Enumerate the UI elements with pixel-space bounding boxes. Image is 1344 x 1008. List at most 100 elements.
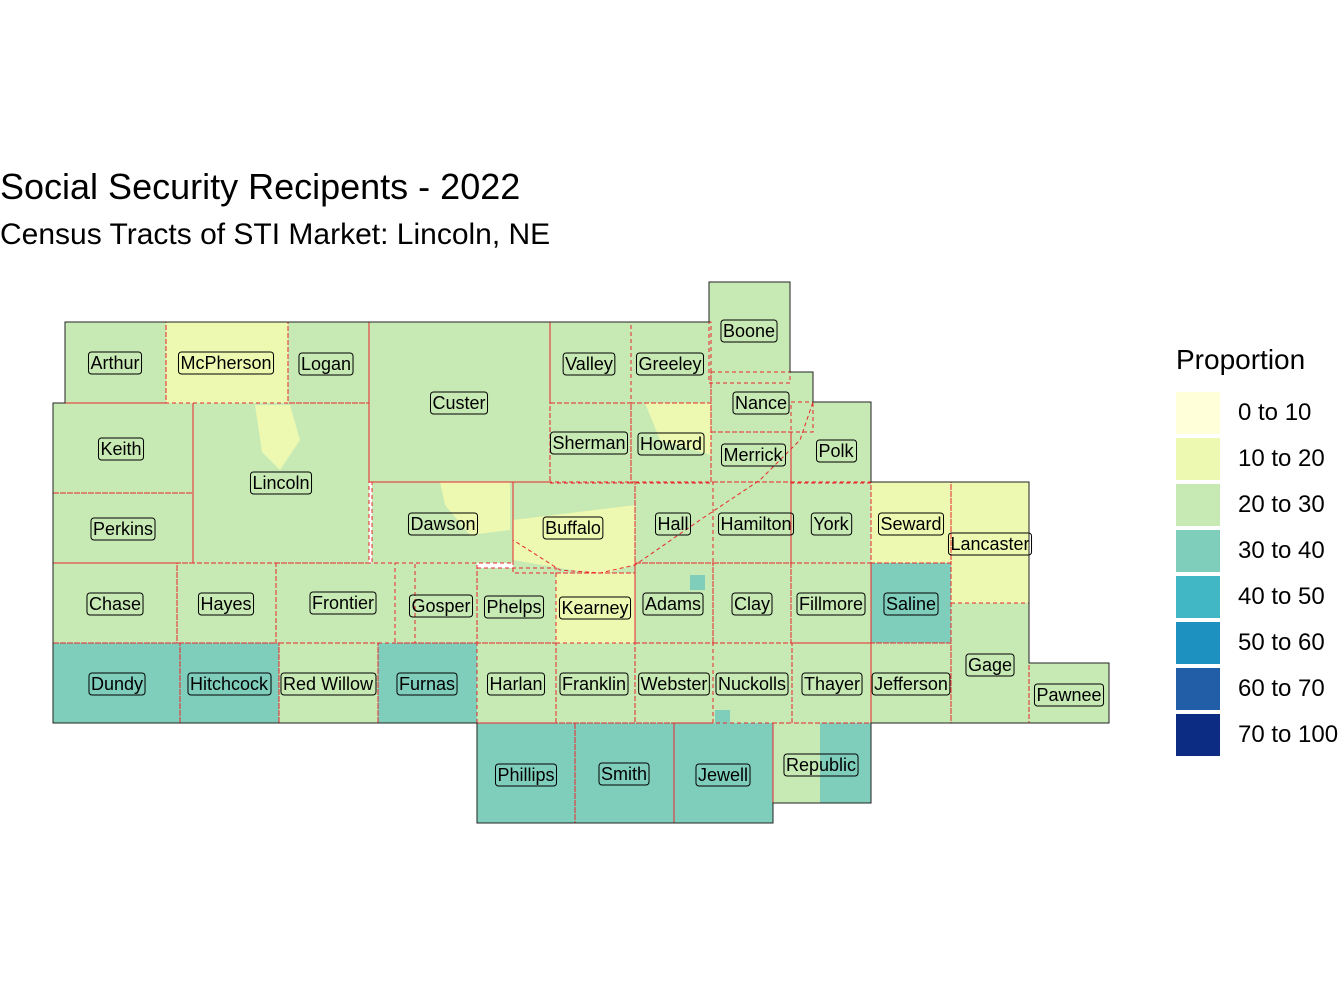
county-greeley	[631, 322, 711, 403]
county-label-box	[598, 762, 650, 786]
county-label-text: Nance	[735, 393, 787, 413]
county-boone	[709, 282, 790, 383]
county-label-box	[486, 672, 546, 696]
county-label: Hayes	[197, 592, 255, 616]
county-label-box	[549, 431, 629, 455]
county-label-text: Red Willow	[283, 674, 374, 694]
map-title: Social Security Recipents - 2022	[0, 166, 521, 207]
county-label: Phelps	[483, 595, 545, 619]
county-label: York	[810, 512, 853, 536]
county-label: Phillips	[494, 763, 558, 787]
county-label-text: Frontier	[312, 593, 374, 613]
county-label: Boone	[720, 319, 778, 343]
county-label: Thayer	[801, 672, 863, 696]
county-label: Howard	[637, 432, 705, 456]
county-label-text: Howard	[640, 434, 702, 454]
county-label: Chase	[86, 592, 144, 616]
county-label: Frontier	[309, 591, 377, 615]
county-gage	[951, 603, 1029, 723]
county-label-box	[654, 512, 692, 536]
county-fillmore	[791, 563, 871, 643]
county-nuckolls	[713, 643, 792, 723]
county-label-text: Clay	[734, 594, 770, 614]
county-label-box	[635, 352, 705, 376]
county-label: Custer	[429, 391, 489, 415]
legend-item: 0 to 10	[1176, 390, 1344, 436]
county-label-box	[197, 592, 255, 616]
county-sherman	[550, 403, 631, 483]
county-label: Polk	[815, 439, 858, 463]
county-jewell	[674, 723, 773, 823]
county-perkins	[53, 493, 193, 563]
county-label: Harlan	[486, 672, 546, 696]
county-label-text: Perkins	[93, 519, 153, 539]
county-label: Smith	[598, 762, 650, 786]
legend-item: 70 to 100	[1176, 712, 1344, 758]
county-boundary	[555, 572, 636, 644]
legend-item: 50 to 60	[1176, 620, 1344, 666]
county-label-text: Nuckolls	[718, 674, 786, 694]
county-label-text: Chase	[89, 594, 141, 614]
county-label: Saline	[883, 592, 939, 616]
county-label: Gage	[965, 653, 1015, 677]
county-label-text: Jewell	[698, 765, 748, 785]
county-label: Buffalo	[542, 516, 604, 540]
county-label: Valley	[562, 352, 616, 376]
county-label-box	[309, 591, 377, 615]
county-clay	[713, 563, 791, 643]
county-polk	[791, 402, 871, 483]
legend-swatch	[1176, 392, 1220, 434]
legend-label: 70 to 100	[1238, 721, 1339, 748]
county-label: Sherman	[549, 431, 629, 455]
legend-label: 60 to 70	[1238, 675, 1325, 702]
county-label-box	[965, 653, 1015, 677]
county-boundary	[630, 321, 712, 404]
county-label: Hamilton	[717, 512, 795, 536]
legend-swatch	[1176, 622, 1220, 664]
county-logan	[288, 322, 369, 403]
county-label-text: Greeley	[638, 354, 701, 374]
county-label: Franklin	[559, 672, 629, 696]
county-boundary	[192, 402, 370, 564]
county-label-box	[559, 672, 629, 696]
county-label-box	[542, 516, 604, 540]
county-label-text: Webster	[641, 674, 708, 694]
county-label: Dawson	[407, 512, 479, 536]
county-label: McPherson	[177, 351, 275, 375]
county-label-box	[177, 351, 275, 375]
county-label-box	[642, 592, 704, 616]
county-label: Clay	[731, 592, 773, 616]
county-label: Nance	[732, 391, 790, 415]
legend-item: 60 to 70	[1176, 666, 1344, 712]
tract-patch	[951, 483, 1029, 603]
market-outline	[52, 281, 1110, 824]
legend-label: 40 to 50	[1238, 583, 1325, 610]
county-label-box	[731, 592, 773, 616]
county-label-box	[815, 439, 858, 463]
county-label-text: McPherson	[180, 353, 271, 373]
county-label-box	[562, 352, 616, 376]
tract-patch	[715, 710, 730, 723]
county-webster	[635, 643, 713, 723]
county-boundary	[476, 642, 557, 724]
county-label-text: Buffalo	[545, 518, 601, 538]
county-label-box	[717, 512, 795, 536]
county-label-text: Pawnee	[1036, 685, 1101, 705]
legend-rows: 0 to 10 10 to 20 20 to 30 30 to 40 40 to 50 5…	[1176, 390, 1344, 758]
county-label-text: Arthur	[90, 353, 139, 373]
tract-patch	[440, 482, 510, 535]
county-label-box	[90, 517, 156, 541]
county-boundary	[278, 642, 379, 724]
county-label-text: Hamilton	[720, 514, 791, 534]
county-seward	[871, 482, 951, 563]
county-label-text: Gage	[968, 655, 1012, 675]
county-label-box	[810, 512, 853, 536]
county-label-text: Keith	[100, 439, 141, 459]
county-label-text: Jefferson	[874, 674, 948, 694]
county-frontier	[276, 563, 415, 643]
county-label-text: Dawson	[410, 514, 475, 534]
county-label-box	[86, 592, 144, 616]
legend-title: Proportion	[1176, 344, 1306, 375]
county-gosper	[395, 563, 477, 643]
county-label: Jewell	[695, 763, 751, 787]
